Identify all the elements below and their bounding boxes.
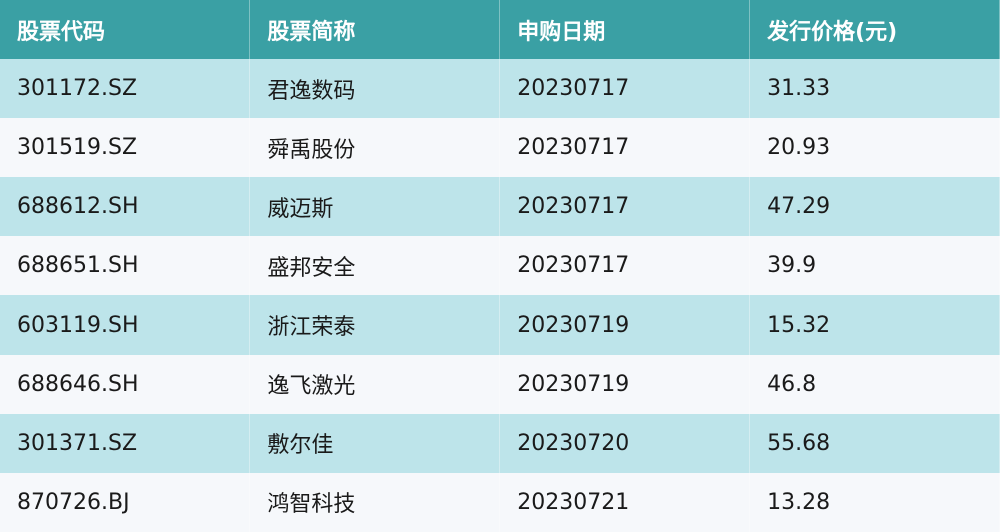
cell-stock-code: 301371.SZ (0, 413, 251, 473)
cell-subscribe-date: 20230717 (499, 236, 751, 296)
cell-subscribe-date: 20230717 (499, 118, 751, 178)
table-row: 688651.SH 盛邦安全 20230717 39.9 (0, 236, 1000, 296)
table-row: 301519.SZ 舜禹股份 20230717 20.93 (0, 118, 1000, 178)
cell-subscribe-date: 20230719 (499, 354, 751, 414)
cell-subscribe-date: 20230717 (499, 177, 751, 237)
table-row: 301371.SZ 敷尔佳 20230720 55.68 (0, 413, 1000, 473)
table-row: 301172.SZ 君逸数码 20230717 31.33 (0, 59, 1000, 119)
table-row: 603119.SH 浙江荣泰 20230719 15.32 (0, 295, 1000, 355)
cell-stock-code: 870726.BJ (0, 472, 251, 532)
cell-stock-code: 688646.SH (0, 354, 251, 414)
cell-issue-price: 13.28 (749, 472, 1000, 532)
cell-stock-name: 逸飞激光 (249, 354, 501, 414)
cell-issue-price: 39.9 (749, 236, 1000, 296)
table-row: 688646.SH 逸飞激光 20230719 46.8 (0, 354, 1000, 414)
cell-stock-code: 301519.SZ (0, 118, 251, 178)
table-row: 688612.SH 威迈斯 20230717 47.29 (0, 177, 1000, 237)
header-row: 股票代码 股票简称 申购日期 发行价格(元) (0, 0, 1000, 60)
cell-stock-code: 688612.SH (0, 177, 251, 237)
cell-stock-code: 688651.SH (0, 236, 251, 296)
cell-issue-price: 46.8 (749, 354, 1000, 414)
cell-issue-price: 20.93 (749, 118, 1000, 178)
cell-stock-name: 威迈斯 (249, 177, 501, 237)
cell-stock-name: 浙江荣泰 (249, 295, 501, 355)
cell-subscribe-date: 20230719 (499, 295, 751, 355)
cell-subscribe-date: 20230721 (499, 472, 751, 532)
cell-issue-price: 15.32 (749, 295, 1000, 355)
cell-stock-name: 盛邦安全 (249, 236, 501, 296)
table-row: 870726.BJ 鸿智科技 20230721 13.28 (0, 472, 1000, 532)
cell-subscribe-date: 20230717 (499, 59, 751, 119)
cell-stock-name: 君逸数码 (249, 59, 501, 119)
header-subscribe-date: 申购日期 (499, 0, 751, 60)
cell-stock-code: 301172.SZ (0, 59, 251, 119)
header-stock-code: 股票代码 (0, 0, 251, 60)
cell-subscribe-date: 20230720 (499, 413, 751, 473)
header-issue-price: 发行价格(元) (749, 0, 1000, 60)
cell-issue-price: 31.33 (749, 59, 1000, 119)
cell-stock-name: 鸿智科技 (249, 472, 501, 532)
cell-stock-code: 603119.SH (0, 295, 251, 355)
cell-issue-price: 55.68 (749, 413, 1000, 473)
cell-stock-name: 舜禹股份 (249, 118, 501, 178)
header-stock-name: 股票简称 (249, 0, 501, 60)
cell-issue-price: 47.29 (749, 177, 1000, 237)
cell-stock-name: 敷尔佳 (249, 413, 501, 473)
